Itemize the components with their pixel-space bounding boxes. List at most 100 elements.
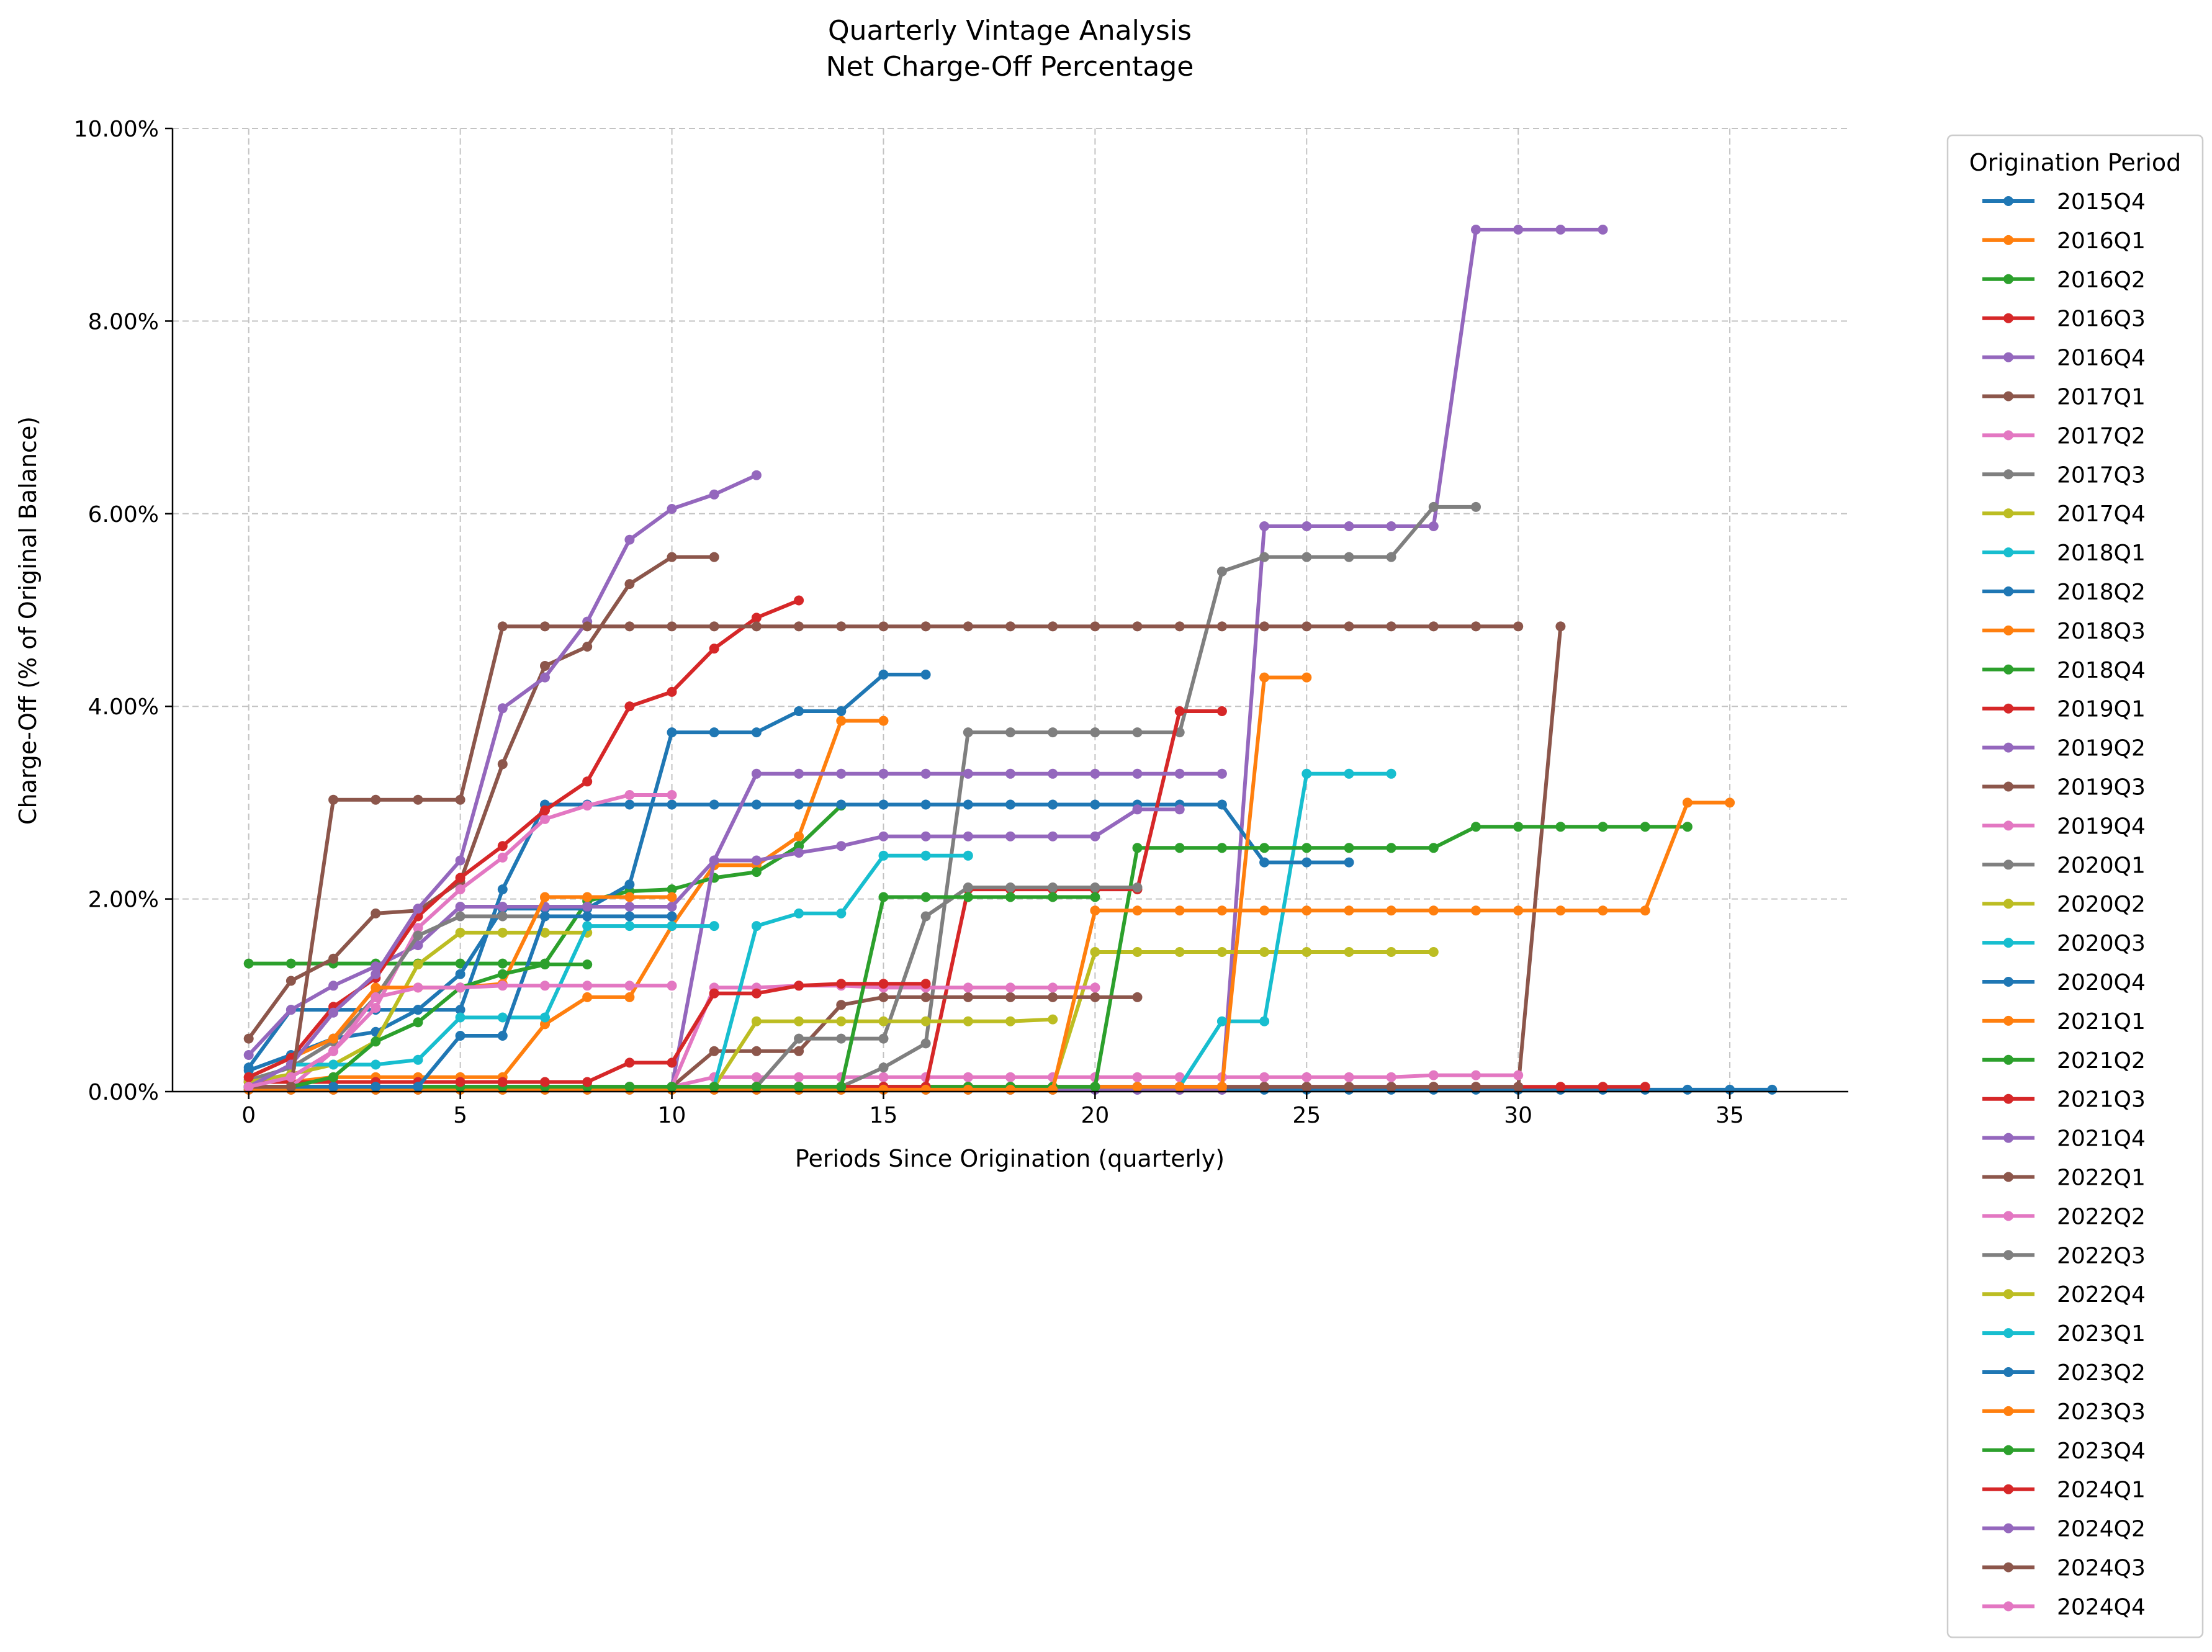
legend-item-2021Q3: 2021Q3 bbox=[1982, 1087, 2146, 1113]
data-point bbox=[920, 799, 931, 810]
data-point bbox=[1302, 947, 1312, 957]
chart-subtitle: Net Charge-Off Percentage bbox=[826, 51, 1194, 83]
data-point bbox=[878, 831, 889, 842]
series-line bbox=[246, 719, 886, 1084]
data-point bbox=[582, 959, 593, 970]
legend-label: 2024Q2 bbox=[2057, 1517, 2146, 1542]
data-point bbox=[582, 801, 593, 811]
data-point bbox=[1216, 799, 1227, 810]
series-2016Q2 bbox=[243, 801, 847, 969]
data-point bbox=[455, 884, 465, 895]
data-point bbox=[497, 1077, 508, 1087]
data-point bbox=[794, 981, 804, 991]
data-point bbox=[1005, 1072, 1015, 1082]
legend-label: 2017Q1 bbox=[2057, 385, 2146, 410]
legend-item-2016Q2: 2016Q2 bbox=[1982, 267, 2146, 293]
data-point bbox=[540, 672, 550, 683]
data-point bbox=[1048, 982, 1058, 993]
data-point bbox=[1344, 1072, 1354, 1082]
data-point bbox=[1302, 1082, 1312, 1092]
series-2017Q3 bbox=[243, 501, 1481, 1092]
legend-swatch-marker bbox=[2003, 742, 2013, 753]
data-point bbox=[751, 470, 762, 480]
legend-label: 2024Q4 bbox=[2057, 1594, 2146, 1620]
data-point bbox=[920, 892, 931, 902]
data-point bbox=[1513, 225, 1524, 235]
data-point bbox=[1767, 1084, 1778, 1095]
data-point bbox=[455, 1012, 465, 1023]
legend-swatch-marker bbox=[2003, 664, 2013, 675]
legend-label: 2020Q2 bbox=[2057, 892, 2146, 917]
data-point bbox=[1725, 797, 1735, 808]
data-point bbox=[751, 867, 762, 878]
legend-label: 2021Q2 bbox=[2057, 1048, 2146, 1074]
data-point bbox=[836, 841, 847, 851]
legend-item-2017Q1: 2017Q1 bbox=[1982, 385, 2146, 410]
data-point bbox=[751, 1072, 762, 1082]
data-point bbox=[1598, 225, 1608, 235]
data-point bbox=[1428, 843, 1439, 853]
data-point bbox=[371, 969, 381, 979]
x-tick-label: 25 bbox=[1292, 1103, 1321, 1128]
data-point bbox=[1174, 843, 1185, 853]
data-point bbox=[285, 1005, 296, 1015]
legend-swatch-marker bbox=[2003, 313, 2013, 323]
legend-item-2017Q3: 2017Q3 bbox=[1982, 462, 2146, 488]
legend-item-2024Q3: 2024Q3 bbox=[1982, 1556, 2146, 1581]
legend-label: 2023Q2 bbox=[2057, 1360, 2146, 1386]
legend-swatch-marker bbox=[2003, 1211, 2013, 1221]
data-point bbox=[455, 969, 465, 979]
data-point bbox=[413, 930, 423, 941]
legend-item-2017Q2: 2017Q2 bbox=[1982, 423, 2146, 449]
data-point bbox=[1428, 521, 1439, 531]
data-point bbox=[455, 958, 465, 969]
data-point bbox=[667, 686, 677, 697]
series-line bbox=[246, 673, 928, 1070]
legend-item-2020Q4: 2020Q4 bbox=[1982, 970, 2146, 995]
data-point bbox=[794, 768, 804, 779]
data-point bbox=[1428, 947, 1439, 957]
data-point bbox=[1174, 706, 1185, 716]
data-point bbox=[1132, 843, 1143, 853]
data-point bbox=[1471, 822, 1481, 832]
data-point bbox=[371, 982, 381, 993]
data-point bbox=[497, 852, 508, 863]
data-point bbox=[1174, 727, 1185, 738]
data-point bbox=[836, 908, 847, 918]
data-point bbox=[1344, 521, 1354, 531]
data-point bbox=[667, 799, 677, 810]
data-point bbox=[667, 552, 677, 562]
data-point bbox=[1048, 1084, 1058, 1095]
data-point bbox=[878, 1033, 889, 1044]
data-point bbox=[1513, 822, 1524, 832]
data-point bbox=[1302, 672, 1312, 683]
data-point bbox=[1174, 1082, 1185, 1092]
data-point bbox=[243, 1050, 254, 1060]
data-point bbox=[624, 534, 635, 545]
data-point bbox=[1640, 905, 1650, 916]
data-point bbox=[878, 1016, 889, 1026]
data-point bbox=[1259, 1072, 1270, 1082]
series-2024Q3 bbox=[243, 621, 1524, 1092]
data-point bbox=[371, 1082, 381, 1092]
data-point bbox=[1302, 621, 1312, 632]
legend-item-2017Q4: 2017Q4 bbox=[1982, 501, 2146, 527]
data-point bbox=[963, 768, 973, 779]
data-point bbox=[455, 1077, 465, 1087]
axes-layer: 0 5 10 15 20 25 30 35 0.00% 2.00% 4.00% 6.00% 8.00% 1… bbox=[74, 117, 1848, 1128]
data-point bbox=[497, 703, 508, 714]
y-axis-label: Charge-Off (% of Original Balance) bbox=[14, 416, 42, 825]
data-point bbox=[1090, 831, 1100, 842]
legend-swatch-marker bbox=[2003, 235, 2013, 245]
data-point bbox=[497, 969, 508, 979]
data-point bbox=[1005, 1016, 1015, 1026]
y-tick-label: 2.00% bbox=[88, 887, 159, 913]
data-point bbox=[1513, 905, 1524, 916]
data-point bbox=[497, 759, 508, 770]
data-point bbox=[1132, 727, 1143, 738]
data-point bbox=[1302, 521, 1312, 531]
series-2021Q1 bbox=[243, 797, 1735, 1095]
legend-label: 2024Q1 bbox=[2057, 1478, 2146, 1503]
data-point bbox=[1005, 982, 1015, 993]
